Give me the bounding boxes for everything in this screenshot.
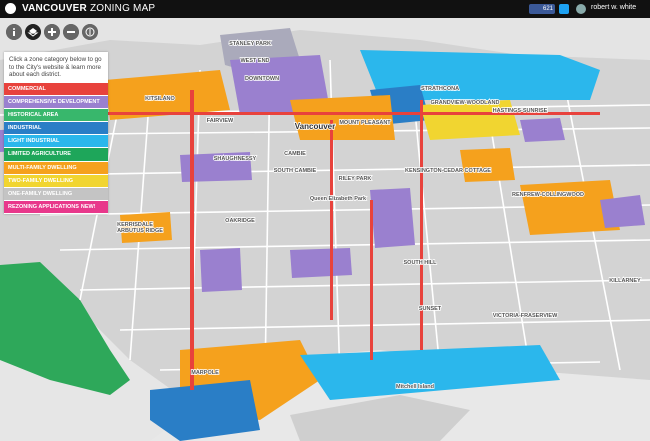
layers-button[interactable] <box>25 24 41 40</box>
legend-label: INDUSTRIAL <box>8 125 42 132</box>
map-label: DOWNTOWN <box>245 76 279 82</box>
map-label: WEST END <box>240 58 269 64</box>
title-rest: ZONING MAP <box>89 3 156 14</box>
map-label: KENSINGTON-CEDAR COTTAGE <box>405 168 491 174</box>
zone-legend: Click a zone category below to go to the… <box>4 52 108 215</box>
island <box>290 395 470 441</box>
map-label: RENFREW-COLLINGWOOD <box>512 192 584 198</box>
user-name[interactable]: robert w. white <box>591 4 637 11</box>
app-title: VANCOUVER ZONING MAP <box>22 3 155 14</box>
legend-label: LIGHT INDUSTRIAL <box>8 138 60 145</box>
water <box>0 18 650 60</box>
map-label: OAKRIDGE <box>225 218 255 224</box>
legend-item[interactable]: COMMERCIAL <box>4 82 108 95</box>
map-label: HASTINGS-SUNRISE <box>493 108 548 114</box>
legend-label: COMPREHENSIVE DEVELOPMENT <box>8 98 100 105</box>
legend-item[interactable]: MULTI-FAMILY DWELLING <box>4 161 108 174</box>
legend-item[interactable]: TWO-FAMILY DWELLING <box>4 174 108 187</box>
legend-label: MULTI-FAMILY DWELLING <box>8 164 77 171</box>
map-label: GRANDVIEW-WOODLAND <box>431 100 500 106</box>
legend-label: COMMERCIAL <box>8 85 46 92</box>
map-label: Mitchell Island <box>396 384 434 390</box>
map-label: CAMBIE <box>284 151 306 157</box>
map-label: STRATHCONA <box>421 86 459 92</box>
map-label: MOUNT PLEASANT <box>339 120 391 126</box>
info-button[interactable] <box>6 24 22 40</box>
logo[interactable] <box>5 3 16 14</box>
map-label: SHAUGHNESSY <box>214 156 257 162</box>
legend-label: REZONING APPLICATIONS <box>8 204 79 211</box>
legend-item[interactable]: HISTORICAL AREA <box>4 108 108 122</box>
compass-button[interactable] <box>82 24 98 40</box>
map-label: KERRISDALE <box>117 222 153 228</box>
legend-label: LIMITED AGRICULTURE <box>8 151 71 158</box>
map-labels: STANLEY PARK WEST END DOWNTOWN STRATHCONA GR… <box>116 40 642 391</box>
legend-items: COMMERCIAL COMPREHENSIVE DEVELOPMENT HISTO… <box>4 82 108 214</box>
map-label: STANLEY PARK <box>229 41 271 47</box>
map-label: MARPOLE <box>191 370 219 376</box>
map-label: KILLARNEY <box>609 278 641 284</box>
legend-label: ONE-FAMILY DWELLING <box>8 191 73 197</box>
map-label: SOUTH CAMBIE <box>274 168 317 174</box>
map-label: Queen Elizabeth Park <box>310 196 367 202</box>
user-avatar[interactable] <box>576 4 586 14</box>
new-badge: NEW! <box>80 204 96 211</box>
legend-item[interactable]: LIMITED AGRICULTURE <box>4 148 108 161</box>
map-label: KITSILANO <box>145 96 175 102</box>
legend-intro: Click a zone category below to go to the… <box>9 56 102 78</box>
legend-item[interactable]: ONE-FAMILY DWELLING <box>4 188 108 201</box>
legend-label: HISTORICAL AREA <box>8 111 59 118</box>
legend-item[interactable]: LIGHT INDUSTRIAL <box>4 135 108 148</box>
map-label: FAIRVIEW <box>207 118 234 124</box>
zoom-in-button[interactable] <box>44 24 60 40</box>
legend-label: TWO-FAMILY DWELLING <box>8 177 74 184</box>
legend-item[interactable]: REZONING APPLICATIONS NEW! <box>4 201 108 214</box>
map-label: SOUTH HILL <box>404 260 438 266</box>
map-label: SUNSET <box>419 306 442 312</box>
legend-item[interactable]: COMPREHENSIVE DEVELOPMENT <box>4 95 108 108</box>
map-label: VICTORIA-FRASERVIEW <box>493 313 558 319</box>
park <box>0 262 130 395</box>
map-label: RILEY PARK <box>339 176 372 182</box>
zones <box>0 50 645 441</box>
twitter-button[interactable] <box>559 4 569 14</box>
legend-item[interactable]: INDUSTRIAL <box>4 122 108 135</box>
facebook-button[interactable]: 621 <box>529 4 555 14</box>
map-label: Vancouver <box>295 122 335 131</box>
title-bold: VANCOUVER <box>22 3 87 14</box>
map-label: ARBUTUS RIDGE <box>117 228 163 234</box>
commercial-strips <box>100 90 600 390</box>
zoom-out-button[interactable] <box>63 24 79 40</box>
top-bar: VANCOUVER ZONING MAP 621 robert w. white <box>0 0 650 18</box>
